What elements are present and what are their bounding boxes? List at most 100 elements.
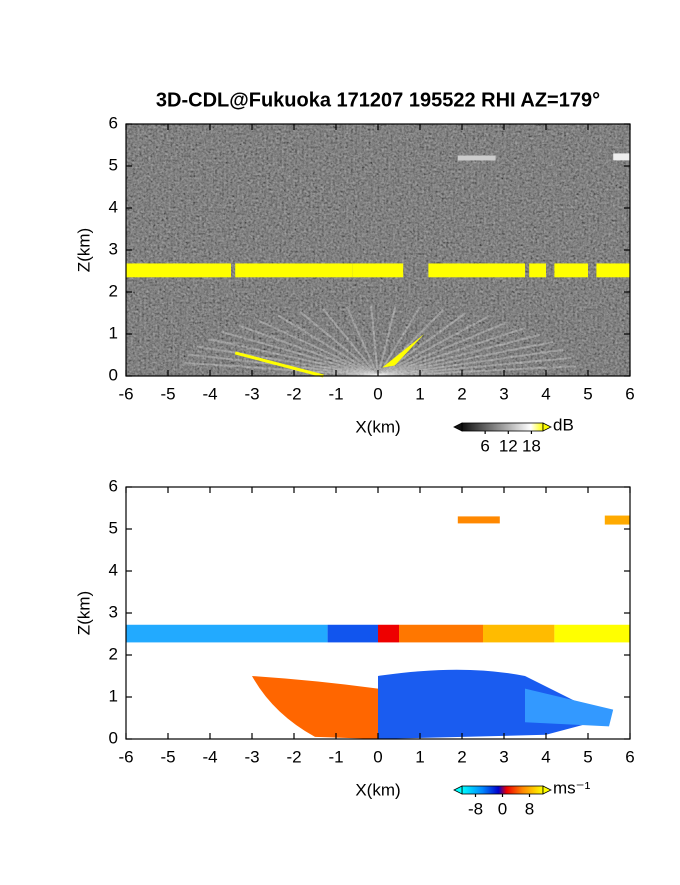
colorbar-label: ms⁻¹: [553, 778, 591, 797]
far-region: [525, 688, 614, 727]
y-tick-label: 1: [109, 686, 118, 705]
ray: [370, 305, 379, 377]
upper-echo: [613, 153, 630, 161]
x-tick-label: 5: [583, 747, 592, 766]
ray: [277, 314, 379, 377]
ray: [208, 337, 379, 377]
x-tick-label: 1: [415, 747, 424, 766]
ray: [299, 310, 379, 377]
cloud-layer: [554, 624, 630, 643]
y-tick-label: 2: [109, 644, 118, 663]
ray: [181, 361, 379, 377]
y-tick-label: 6: [109, 476, 118, 495]
ray: [377, 316, 488, 377]
x-tick-label: 4: [541, 747, 550, 766]
cloud-layer: [327, 624, 378, 643]
cloud-layer: [126, 263, 231, 278]
cloud-layer: [483, 624, 555, 643]
ray: [345, 306, 379, 377]
y-tick-label: 0: [109, 728, 118, 747]
x-tick-label: -2: [286, 384, 301, 403]
colorbar-tick-label: 6: [480, 436, 489, 455]
x-tick-label: 2: [457, 384, 466, 403]
ray: [222, 330, 379, 377]
y-axis-label: Z(km): [74, 591, 93, 635]
y-tick-label: 1: [109, 323, 118, 342]
colorbar-arrow-high: [542, 422, 552, 432]
ray: [377, 341, 554, 377]
colorbar-tick-label: 12: [499, 436, 518, 455]
y-tick-label: 3: [109, 239, 118, 258]
colorbar-tick-label: 8: [525, 799, 534, 818]
x-tick-label: -1: [328, 384, 343, 403]
ray: [238, 324, 379, 377]
x-tick-label: -2: [286, 747, 301, 766]
colorbar: [461, 422, 544, 432]
colorbar-label: dB: [553, 415, 574, 434]
cloud-layer: [378, 624, 399, 643]
colorbar-arrow-low: [453, 422, 463, 432]
x-tick-label: 0: [373, 747, 382, 766]
echo-streak: [382, 334, 425, 368]
positive-region: [252, 676, 378, 739]
y-tick-label: 4: [109, 560, 118, 579]
cloud-layer: [126, 624, 328, 643]
upper-echo: [604, 515, 630, 525]
ray: [377, 365, 577, 377]
ray: [377, 321, 507, 377]
y-tick-label: 4: [109, 197, 118, 216]
x-tick-label: 5: [583, 384, 592, 403]
cloud-layer: [235, 263, 353, 278]
ray: [377, 307, 421, 377]
ray: [377, 333, 541, 377]
y-tick-label: 2: [109, 281, 118, 300]
ray: [322, 308, 379, 377]
x-tick-label: 3: [499, 384, 508, 403]
x-axis-label: X(km): [355, 780, 400, 799]
x-tick-label: -4: [202, 747, 217, 766]
x-tick-label: -5: [160, 747, 175, 766]
colorbar: [461, 785, 544, 795]
cloud-layer: [352, 263, 404, 278]
x-tick-label: 4: [541, 384, 550, 403]
x-tick-label: -1: [328, 747, 343, 766]
x-tick-label: 6: [625, 747, 634, 766]
x-axis-label: X(km): [355, 417, 400, 436]
plot-image: [126, 487, 630, 739]
colorbar-tick-label: 0: [498, 799, 507, 818]
chart-title: 3D-CDL@Fukuoka 171207 195522 RHI AZ=179°: [156, 89, 600, 111]
cloud-layer: [554, 263, 588, 278]
ray: [196, 345, 379, 377]
x-tick-label: -5: [160, 384, 175, 403]
y-tick-label: 5: [109, 518, 118, 537]
ground-echo: [234, 351, 324, 378]
x-tick-label: -3: [244, 384, 259, 403]
x-tick-label: -6: [118, 747, 133, 766]
cloud-layer: [596, 263, 630, 278]
cloud-layer: [428, 263, 525, 278]
upper-echo: [457, 155, 496, 161]
colorbar-arrow-low: [453, 785, 463, 795]
colorbar-tick-label: -8: [468, 799, 483, 818]
ray: [377, 356, 572, 377]
upper-echo: [457, 516, 500, 524]
ray: [377, 327, 525, 377]
cloud-layer: [529, 263, 546, 278]
x-tick-label: -3: [244, 747, 259, 766]
colorbar-arrow-high: [542, 785, 552, 795]
x-tick-label: -4: [202, 384, 217, 403]
ray: [257, 319, 379, 377]
y-tick-label: 3: [109, 602, 118, 621]
x-tick-label: -6: [118, 384, 133, 403]
ray: [377, 306, 397, 377]
x-tick-label: 1: [415, 384, 424, 403]
y-axis-label: Z(km): [74, 228, 93, 272]
y-tick-label: 6: [109, 113, 118, 132]
colorbar-tick-label: 18: [522, 436, 541, 455]
x-tick-label: 0: [373, 384, 382, 403]
x-tick-label: 2: [457, 747, 466, 766]
cloud-layer: [399, 624, 483, 643]
ray: [377, 348, 564, 377]
y-tick-label: 0: [109, 365, 118, 384]
